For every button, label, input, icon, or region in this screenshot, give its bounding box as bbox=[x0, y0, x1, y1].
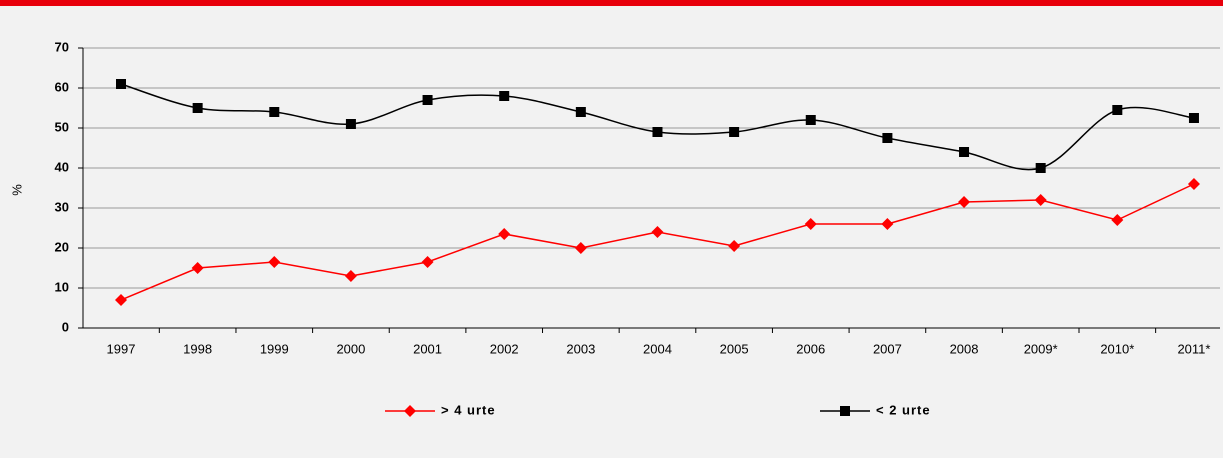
x-tick-label: 2000 bbox=[336, 341, 365, 356]
data-point bbox=[729, 127, 740, 137]
data-point bbox=[958, 196, 971, 208]
data-point bbox=[1188, 113, 1199, 123]
y-tick-label: 20 bbox=[55, 239, 69, 254]
y-tick-label: 40 bbox=[55, 159, 69, 174]
data-point bbox=[115, 294, 127, 306]
data-point bbox=[575, 107, 586, 117]
y-tick-label: 0 bbox=[62, 319, 69, 334]
data-point bbox=[652, 127, 663, 137]
x-tick-label: 2006 bbox=[796, 341, 825, 356]
data-point bbox=[345, 119, 356, 129]
x-tick-label: 2007 bbox=[873, 341, 902, 356]
data-point bbox=[268, 256, 281, 268]
data-point bbox=[1187, 178, 1200, 190]
y-axis-label: % bbox=[9, 184, 24, 196]
data-point bbox=[1034, 194, 1047, 206]
data-point bbox=[881, 218, 894, 230]
data-point bbox=[804, 218, 817, 230]
x-tick-label: 1998 bbox=[183, 341, 212, 356]
top-bar bbox=[0, 0, 1223, 6]
legend-marker bbox=[404, 405, 416, 417]
x-tick-label: 2001 bbox=[413, 341, 442, 356]
data-point bbox=[269, 107, 280, 117]
x-tick-label: 2009* bbox=[1024, 341, 1058, 356]
data-point bbox=[728, 240, 741, 252]
legend-label: < 2 urte bbox=[876, 402, 931, 417]
y-tick-label: 50 bbox=[55, 119, 69, 134]
x-tick-label: 1997 bbox=[107, 341, 136, 356]
y-tick-label: 10 bbox=[55, 279, 69, 294]
data-point bbox=[498, 228, 511, 240]
data-point bbox=[1111, 214, 1124, 226]
data-point bbox=[192, 103, 203, 113]
data-point bbox=[1112, 105, 1123, 115]
data-point bbox=[882, 133, 893, 143]
data-point bbox=[1035, 163, 1046, 173]
data-point bbox=[422, 95, 433, 105]
x-tick-label: 2004 bbox=[643, 341, 672, 356]
data-point bbox=[805, 115, 816, 125]
y-tick-label: 60 bbox=[55, 79, 69, 94]
x-tick-label: 2010* bbox=[1100, 341, 1134, 356]
legend-marker bbox=[840, 406, 850, 416]
x-tick-label: 2003 bbox=[566, 341, 595, 356]
data-point bbox=[959, 147, 970, 157]
data-point bbox=[116, 79, 126, 89]
x-tick-label: 2008 bbox=[950, 341, 979, 356]
legend-label: > 4 urte bbox=[441, 402, 496, 417]
x-tick-label: 1999 bbox=[260, 341, 289, 356]
data-point bbox=[344, 270, 357, 282]
x-tick-label: 2011* bbox=[1177, 341, 1210, 356]
y-tick-label: 70 bbox=[55, 39, 69, 54]
x-tick-label: 2005 bbox=[720, 341, 749, 356]
data-point bbox=[574, 242, 587, 254]
y-tick-label: 30 bbox=[55, 199, 69, 214]
x-tick-label: 2002 bbox=[490, 341, 519, 356]
data-point bbox=[191, 262, 204, 274]
data-point bbox=[499, 91, 510, 101]
data-point bbox=[421, 256, 434, 268]
data-point bbox=[651, 226, 664, 238]
